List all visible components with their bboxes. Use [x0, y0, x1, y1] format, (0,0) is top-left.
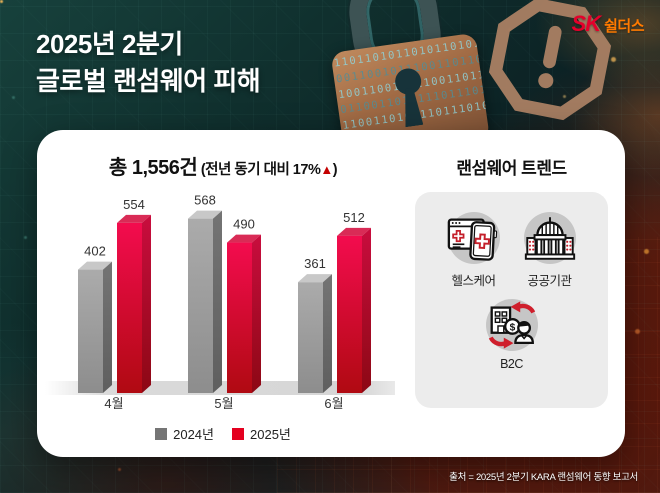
- bar-2024년-4월: 402: [78, 244, 112, 393]
- source-note: 출처 = 2025년 2분기 KARA 랜섬웨어 동향 보고서: [449, 472, 638, 483]
- trend-item-government: 공공기관: [523, 212, 576, 289]
- sk-shieldus-logo: SK 쉴더스: [571, 11, 645, 37]
- bar-value-label: 490: [233, 217, 255, 232]
- x-axis-label: 4월: [104, 396, 123, 411]
- trend-panel: 헬스케어: [415, 192, 608, 408]
- trend-label-government: 공공기관: [527, 274, 572, 288]
- x-axis-label: 6월: [324, 396, 343, 411]
- bar-value-label: 361: [304, 256, 326, 271]
- chart-legend: 2024년 2025년: [37, 424, 409, 443]
- page-title-line1: 2025년 2분기: [36, 29, 183, 59]
- bar-chart-canvas: 402 568 361 554 490 512 4월 5월 6월: [45, 193, 395, 411]
- b2c-commerce-icon: $: [485, 299, 538, 351]
- legend-item-2025: 2025년: [232, 424, 291, 443]
- bar-2024년-6월: 361: [298, 256, 332, 393]
- legend-swatch-red: [232, 427, 244, 440]
- bar-2024년-5월: 568: [188, 193, 222, 393]
- logo-sk-text: SK: [571, 11, 602, 36]
- trend-item-healthcare: 헬스케어: [447, 212, 500, 289]
- legend-swatch-gray: [155, 427, 168, 440]
- trend-item-b2c: $ B2C: [485, 299, 538, 371]
- up-triangle-icon: ▲: [320, 162, 333, 177]
- warning-octagon-icon: [488, 0, 612, 121]
- bar-value-label: 568: [194, 193, 216, 208]
- content-card: 402 568 361 554 490 512 4월 5월 6월 총 1,556건 (전년 동기…: [37, 130, 625, 457]
- page-title: 2025년 2분기 글로벌 랜섬웨어 피해: [36, 26, 261, 100]
- bar-value-label: 554: [123, 197, 145, 212]
- bar-2025년-6월: 512: [337, 210, 371, 393]
- svg-text:$: $: [509, 322, 515, 333]
- bar-value-label: 512: [343, 210, 365, 225]
- chart-title-total: 총 1,556건: [108, 157, 198, 179]
- chart-title: 총 1,556건 (전년 동기 대비 17%▲): [108, 157, 338, 179]
- bokeh-lights: [0, 0, 3, 3]
- page-title-line2: 글로벌 랜섬웨어 피해: [36, 66, 261, 96]
- bar-2025년-4월: 554: [117, 197, 151, 393]
- healthcare-icon: [447, 212, 500, 264]
- legend-item-2024: 2024년: [155, 424, 214, 443]
- x-axis-label: 5월: [214, 396, 233, 411]
- trend-label-b2c: B2C: [500, 357, 523, 371]
- trend-label-healthcare: 헬스케어: [451, 274, 496, 288]
- trend-panel-title: 랜섬웨어 트렌드: [456, 159, 567, 178]
- bar-value-label: 402: [84, 244, 106, 259]
- logo-brand-text: 쉴더스: [604, 18, 644, 35]
- government-building-icon: [523, 212, 576, 264]
- bar-2025년-5월: 490: [227, 217, 261, 393]
